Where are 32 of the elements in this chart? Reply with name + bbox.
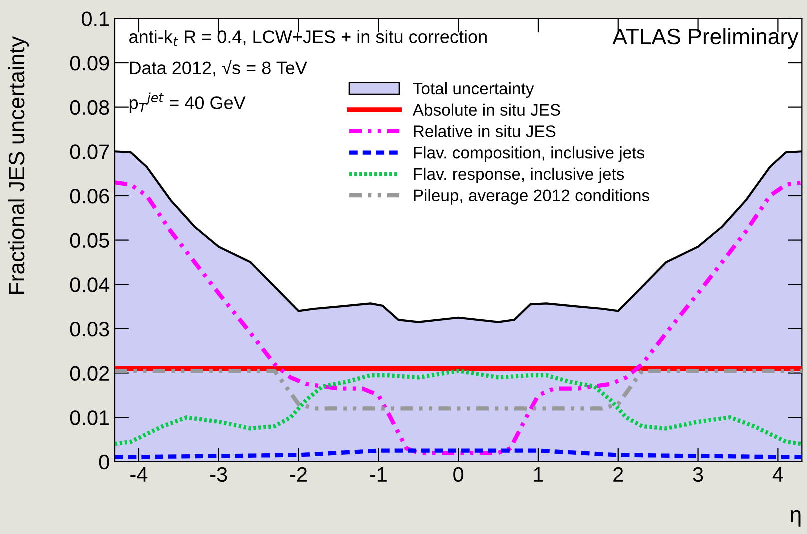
legend-label: Absolute in situ JES [412,104,560,116]
y-tick-label: 0.09 [70,56,110,71]
x-axis-title: η [790,510,801,527]
annotation: ATLAS Preliminary [612,28,799,49]
y-tick-label: 0.03 [70,322,110,337]
annotation: p$_{T}$$^{jet}$ = 40 GeV [130,92,246,113]
x-tick-label: -2 [290,467,307,482]
legend-label: Total uncertainty [413,82,534,98]
y-axis-title: Fractional JES uncertainty [8,36,30,294]
y-tick-label: 0 [99,454,110,470]
y-tick-label: 0.04 [70,278,110,292]
x-tick-label: -1 [370,468,387,482]
y-tick-label: 0.06 [70,188,110,204]
legend-label: Pileup, average 2012 conditions [414,189,650,205]
legend-label: Flav. composition, inclusive jets [414,146,644,162]
x-tick-label: 4 [772,468,784,482]
x-tick-label: -4 [130,468,148,482]
x-tick-label: 2 [614,467,624,482]
x-tick-label: 1 [534,468,544,482]
x-tick-label: -3 [210,467,228,482]
y-tick-label: 0.01 [70,410,110,426]
legend-label: Relative in situ JES [414,125,556,138]
y-tick-label: 0.1 [82,12,110,26]
legend-label: Flav. response, inclusive jets [414,168,624,184]
annotation: anti-k$_{t}$ R = 0.4, LCW+JES + in situ correction [130,30,487,46]
y-tick-label: 0.02 [70,366,110,382]
x-tick-label: 3 [693,467,704,482]
y-tick-label: 0.05 [70,233,110,248]
y-tick-label: 0.08 [70,100,110,116]
annotation: Data 2012, √s = 8 TeV [130,60,308,77]
x-tick-label: 0 [454,467,464,482]
y-tick-label: 0.07 [70,144,110,160]
